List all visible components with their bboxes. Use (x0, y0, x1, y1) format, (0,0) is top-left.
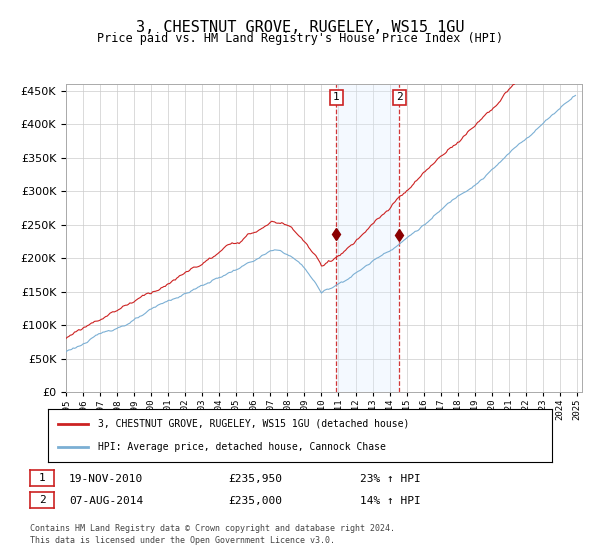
Text: HPI: Average price, detached house, Cannock Chase: HPI: Average price, detached house, Cann… (98, 442, 386, 452)
Text: 14% ↑ HPI: 14% ↑ HPI (360, 496, 421, 506)
Text: Price paid vs. HM Land Registry's House Price Index (HPI): Price paid vs. HM Land Registry's House … (97, 32, 503, 45)
Text: 1: 1 (333, 92, 340, 102)
Text: £235,000: £235,000 (228, 496, 282, 506)
Text: 1: 1 (38, 473, 46, 483)
Text: 07-AUG-2014: 07-AUG-2014 (69, 496, 143, 506)
Text: 3, CHESTNUT GROVE, RUGELEY, WS15 1GU (detached house): 3, CHESTNUT GROVE, RUGELEY, WS15 1GU (de… (98, 419, 410, 429)
Text: £235,950: £235,950 (228, 474, 282, 484)
Text: 19-NOV-2010: 19-NOV-2010 (69, 474, 143, 484)
Text: Contains HM Land Registry data © Crown copyright and database right 2024.: Contains HM Land Registry data © Crown c… (30, 524, 395, 533)
Text: 3, CHESTNUT GROVE, RUGELEY, WS15 1GU: 3, CHESTNUT GROVE, RUGELEY, WS15 1GU (136, 20, 464, 35)
Text: 2: 2 (396, 92, 403, 102)
Text: This data is licensed under the Open Government Licence v3.0.: This data is licensed under the Open Gov… (30, 536, 335, 545)
Text: 2: 2 (38, 495, 46, 505)
Text: 23% ↑ HPI: 23% ↑ HPI (360, 474, 421, 484)
Bar (337, 84, 400, 392)
